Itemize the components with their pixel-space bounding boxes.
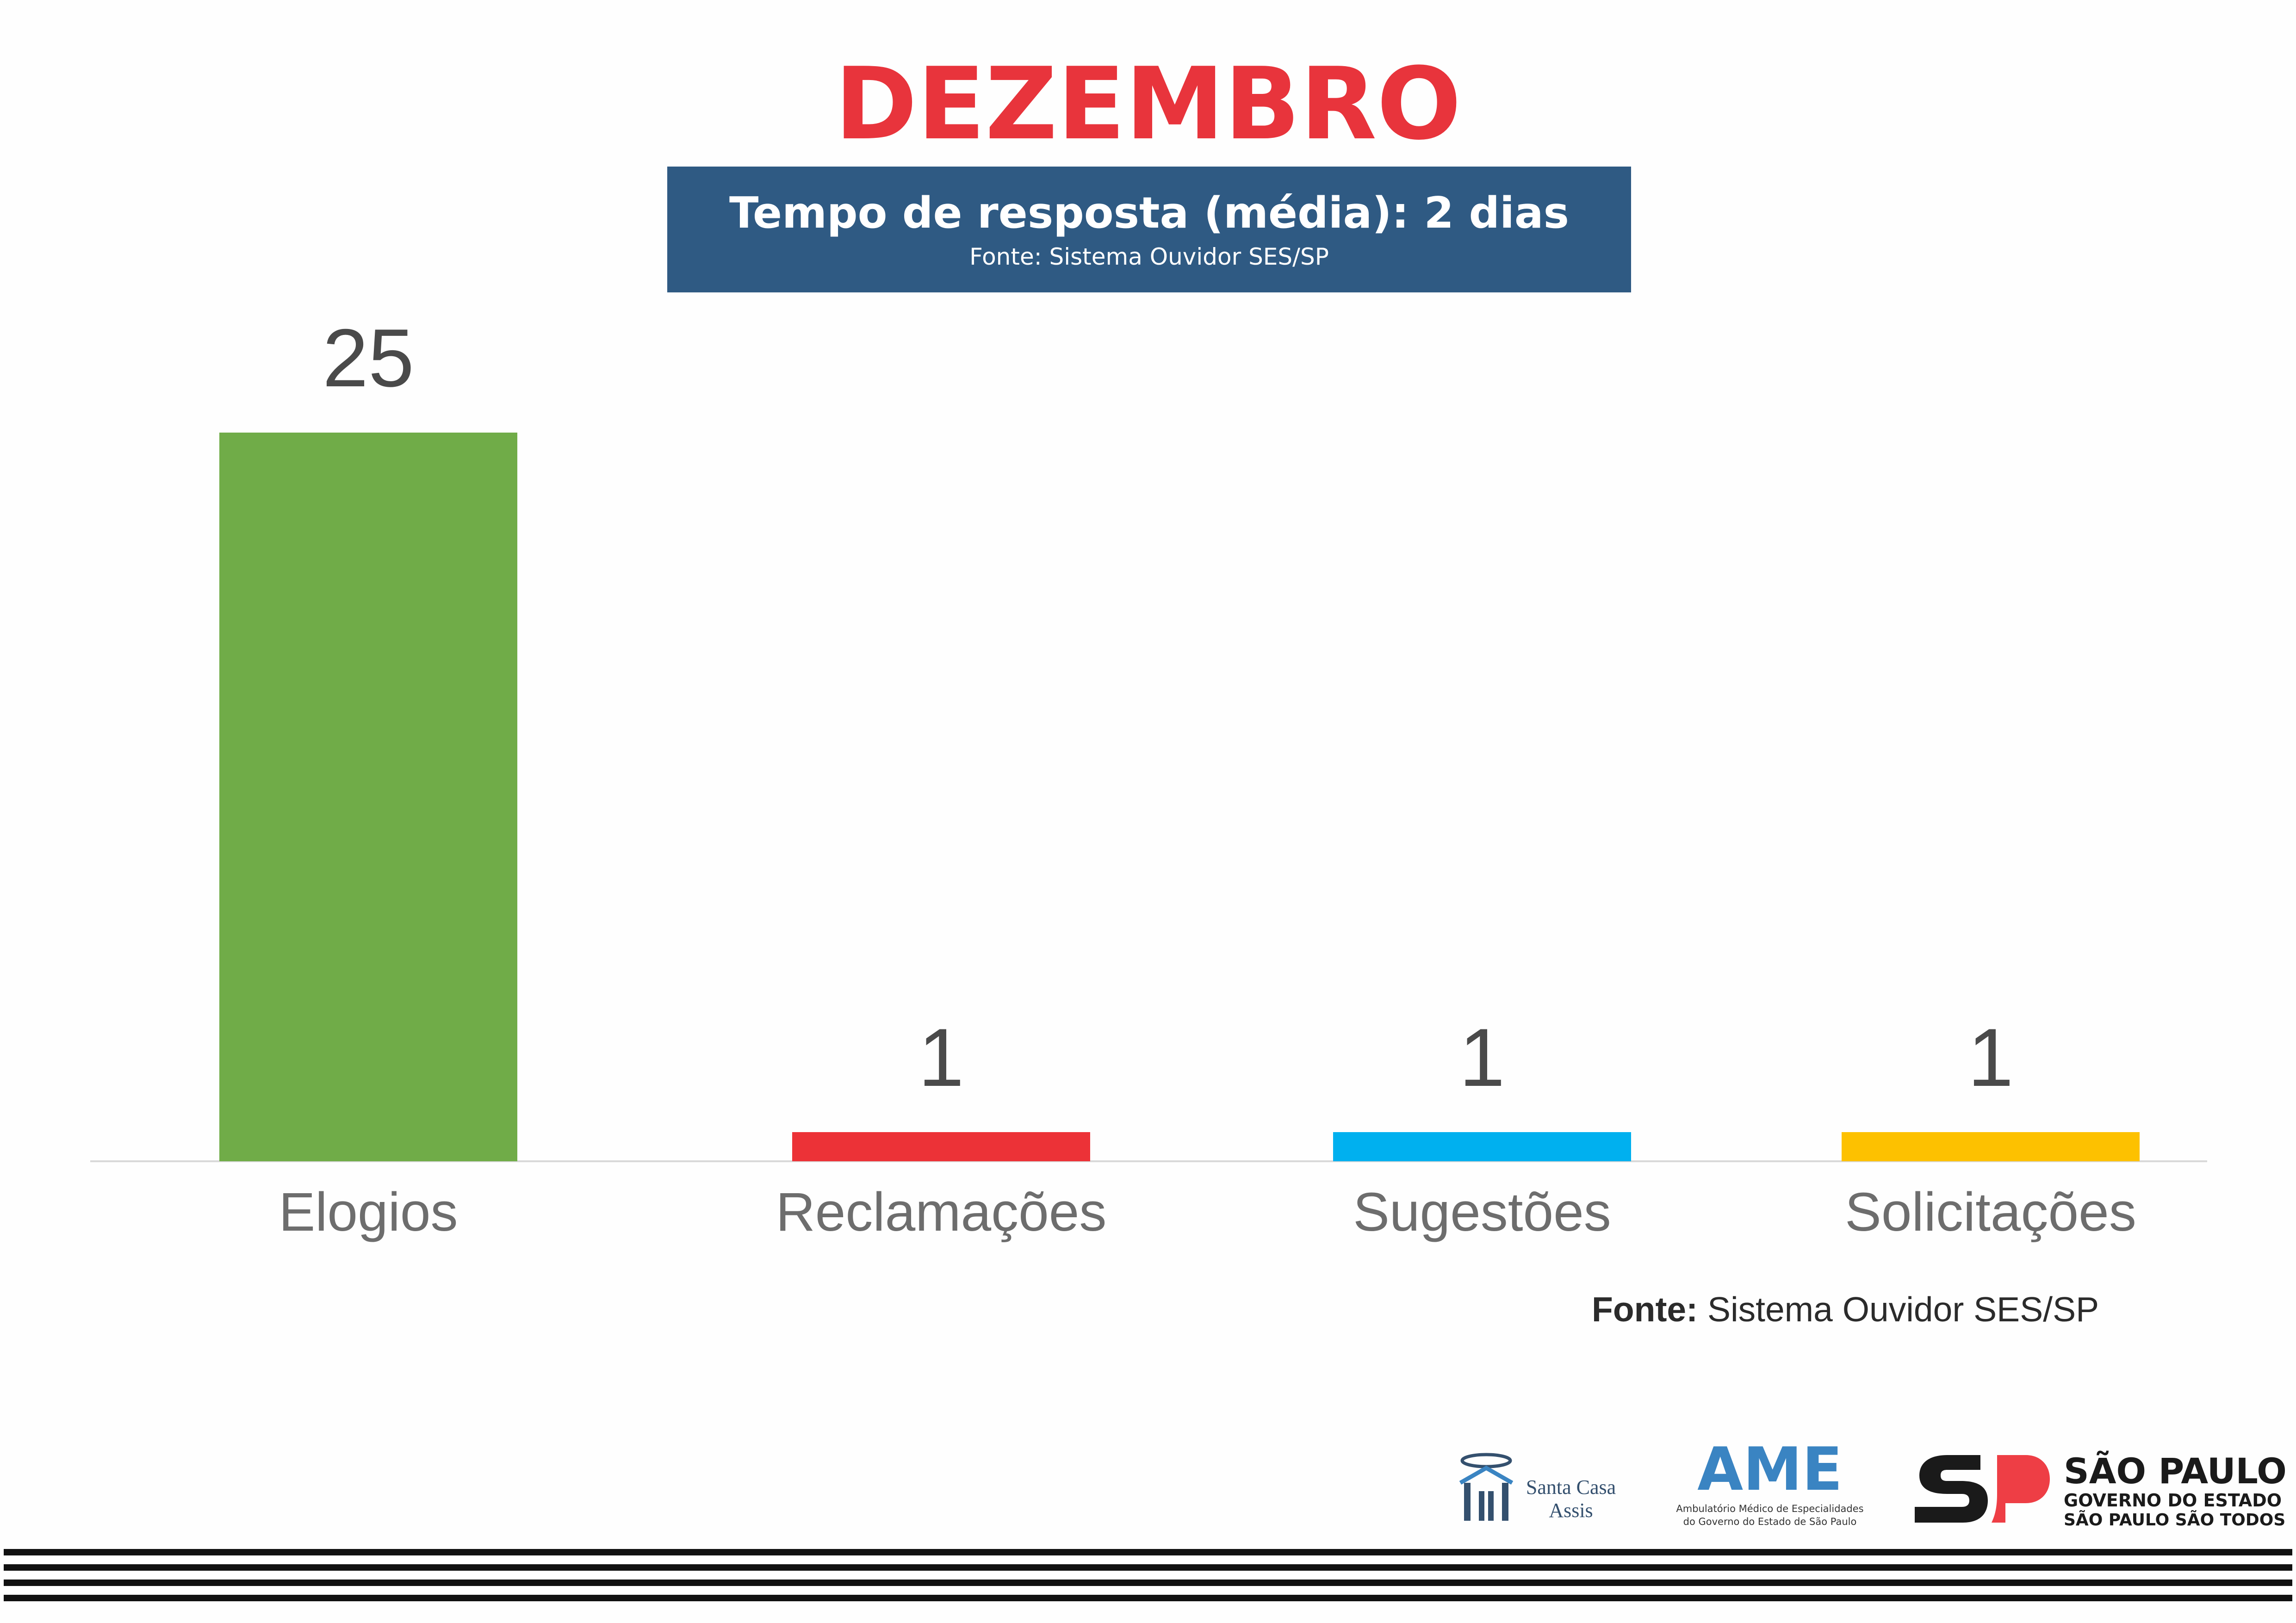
category-label-sugestoes: Sugestões: [1353, 1182, 1611, 1243]
category-label-solicitacoes: Solicitações: [1845, 1182, 2136, 1243]
bar-reclamacoes: [792, 1132, 1090, 1161]
data-label-elogios: 25: [323, 312, 414, 404]
data-label-sugestoes: 1: [1459, 1011, 1505, 1103]
sao-paulo-government-logo: SÃO PAULO GOVERNO DO ESTADO SÃO PAULO SÃ…: [1915, 1453, 2287, 1531]
santa-casa-line1: Santa Casa: [1526, 1476, 1616, 1499]
data-label-reclamacoes: 1: [918, 1011, 964, 1103]
sp-logo-line1: SÃO PAULO: [2064, 1450, 2287, 1492]
santa-casa-logo: Santa Casa Assis: [1453, 1450, 1620, 1529]
sp-emblem-icon: [1915, 1455, 2050, 1523]
page-title: DEZEMBRO: [834, 46, 1462, 162]
footer-source-label: Fonte:: [1592, 1290, 1698, 1329]
ame-subline1: Ambulatório Médico de Especialidades: [1676, 1503, 1864, 1514]
footer-source-text: Sistema Ouvidor SES/SP: [1698, 1290, 2099, 1329]
response-time-text: Tempo de resposta (média): 2 dias: [729, 188, 1570, 238]
bar-sugestoes: [1333, 1132, 1631, 1161]
sp-logo-line3: SÃO PAULO SÃO TODOS: [2064, 1511, 2286, 1530]
ame-logo: AME Ambulatório Médico de Especialidades…: [1675, 1437, 1865, 1534]
response-time-banner: Tempo de resposta (média): 2 dias Fonte:…: [667, 167, 1631, 292]
bar-solicitacoes: [1842, 1132, 2140, 1161]
ame-subline2: do Governo do Estado de São Paulo: [1683, 1516, 1857, 1527]
ame-wordmark: AME: [1697, 1435, 1843, 1504]
sp-logo-line2: GOVERNO DO ESTADO: [2064, 1490, 2282, 1511]
santa-casa-emblem-icon: [1459, 1453, 1514, 1521]
banner-source-text: Fonte: Sistema Ouvidor SES/SP: [969, 243, 1329, 270]
data-label-solicitacoes: 1: [1968, 1011, 2014, 1103]
bar-elogios: [219, 433, 517, 1161]
footer-source: Fonte: Sistema Ouvidor SES/SP: [1592, 1286, 2099, 1332]
category-label-elogios: Elogios: [279, 1182, 458, 1243]
santa-casa-line2: Assis: [1549, 1499, 1593, 1522]
category-label-reclamacoes: Reclamações: [776, 1182, 1107, 1243]
footer-stripes: [4, 1549, 2292, 1604]
